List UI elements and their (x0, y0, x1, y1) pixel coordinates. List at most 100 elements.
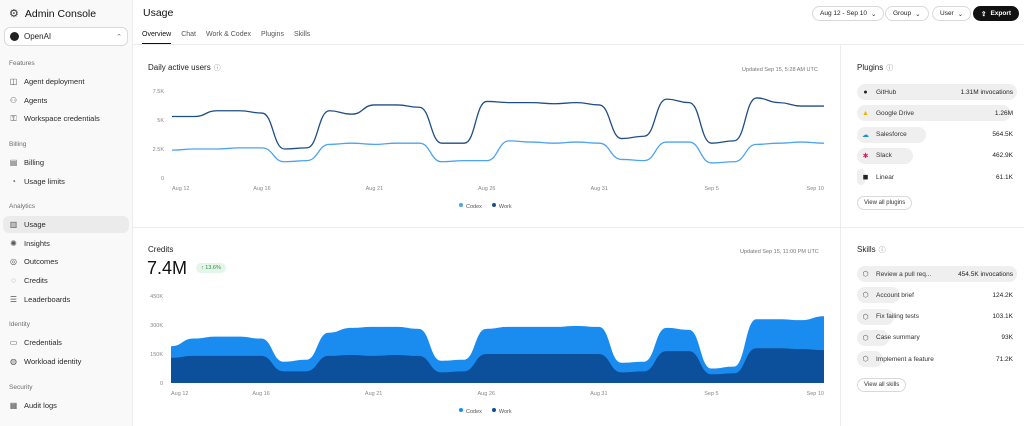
sidebar-item-billing[interactable]: ▤ Billing (3, 154, 129, 171)
robot-icon: ◫ (9, 77, 18, 86)
section-label: Identity (9, 321, 30, 328)
google-drive-icon: ▲ (862, 109, 869, 117)
sidebar-item-label: Workload identity (24, 356, 82, 366)
legend-item-codex: Codex (459, 408, 482, 415)
limit-icon: ◔ (11, 176, 16, 186)
skill-row[interactable]: ⬡ Account brief 124.2K (857, 287, 1017, 304)
agent-icon: ⚇ (9, 95, 18, 105)
sidebar-item-workload-identity[interactable]: ◍ Workload identity (3, 353, 129, 370)
plugins-title: Plugins ⓘ (857, 63, 893, 73)
skills-title-text: Skills (857, 245, 876, 254)
user-button[interactable]: User ⌄ (932, 6, 972, 21)
section-label: Billing (9, 141, 27, 148)
view-all-skills-button[interactable]: View all skills (857, 378, 907, 392)
tab-overview[interactable]: Overview (142, 31, 172, 44)
sidebar-item-usage-limits[interactable]: ◔ Usage limits (3, 173, 129, 190)
plugin-row[interactable]: ✱ Slack 462.9K (857, 147, 1017, 164)
skill-icon: ⬡ (862, 271, 869, 278)
x-tick-label: Aug 12 (171, 391, 188, 397)
gear-icon: ⚙ (9, 8, 19, 20)
divider (133, 227, 1024, 228)
group-button[interactable]: Group ⌄ (885, 6, 929, 21)
row-name: Account brief (876, 291, 914, 299)
tab-plugins[interactable]: Plugins (260, 31, 284, 38)
y-tick-label: 7.5K (153, 89, 165, 95)
sidebar-item-workspace-credentials[interactable]: ⚿ Workspace credentials (3, 110, 129, 127)
row-name: GitHub (876, 88, 897, 96)
skill-icon: ⬡ (862, 313, 869, 321)
x-tick-label: Aug 16 (253, 186, 270, 192)
date-range-button[interactable]: Aug 12 - Sep 10 ⌄ (812, 6, 885, 21)
row-value: 1.31M invocations (960, 88, 1013, 96)
github-icon: ● (863, 88, 868, 96)
row-value: 103.1K (992, 313, 1013, 321)
sidebar-item-usage[interactable]: ▥ Usage (3, 216, 129, 233)
linear-icon: ◼ (862, 174, 869, 182)
sidebar-item-credentials[interactable]: ▭ Credentials (3, 334, 129, 351)
workload-icon: ◍ (10, 356, 17, 366)
tab-bar: Overview Chat Work & Codex Plugins Skills (142, 31, 310, 44)
view-all-plugins-button[interactable]: View all plugins (857, 196, 913, 210)
plugin-row[interactable]: ☁ Salesforce 564.5K (857, 126, 1017, 143)
usage-icon: ▥ (9, 220, 18, 229)
plugin-row[interactable]: ● GitHub 1.31M invocations (857, 84, 1017, 100)
divider (133, 43, 1024, 45)
legend-item-codex: Codex (459, 203, 482, 210)
section-label: Security (9, 384, 33, 391)
row-name: Fix failing tests (876, 313, 919, 321)
info-icon: ⓘ (878, 247, 886, 254)
tab-chat[interactable]: Chat (181, 31, 196, 38)
sidebar-item-label: Billing (24, 158, 45, 167)
audit-icon: ▦ (9, 401, 18, 410)
billing-icon: ▤ (9, 158, 18, 167)
org-name: OpenAI (24, 32, 52, 41)
skill-icon: ⬡ (862, 292, 869, 300)
row-name: Slack (876, 152, 892, 160)
skill-row[interactable]: ⬡ Fix failing tests 103.1K (857, 308, 1017, 325)
list-icon: ☰ (9, 294, 18, 304)
plugin-row[interactable]: ▲ Google Drive 1.26M (857, 105, 1017, 122)
skill-row[interactable]: ⬡ Implement a feature 71.2K (857, 351, 1017, 368)
legend-item-work: Work (491, 203, 512, 210)
y-tick-label: 0 (161, 176, 164, 182)
series-line-codex (171, 140, 825, 164)
y-tick-label: 0 (160, 381, 163, 387)
y-tick-label: 2.5K (153, 147, 165, 153)
row-value: 71.2K (996, 355, 1013, 363)
row-value: 93K (1001, 334, 1013, 342)
series-area-work (171, 348, 824, 383)
sidebar-item-credits[interactable]: ◌ Credits (3, 272, 129, 289)
tab-skills[interactable]: Skills (293, 31, 311, 38)
chevron-updown-icon: ⌃ (116, 33, 122, 41)
sidebar-item-agents[interactable]: ⚇ Agents (3, 92, 129, 109)
export-button[interactable]: ⇪ Export (973, 6, 1020, 21)
sidebar-item-audit-logs[interactable]: ▦ Audit logs (3, 397, 129, 414)
share-bar (857, 105, 1011, 122)
tab-work-codex[interactable]: Work & Codex (205, 31, 251, 38)
info-icon: ⓘ (886, 65, 894, 72)
skill-row[interactable]: ⬡ Case summary 93K (857, 329, 1017, 346)
x-tick-label: Aug 31 (590, 391, 607, 397)
sidebar-item-insights[interactable]: ✺ Insights (3, 235, 129, 252)
sidebar-item-label: Workspace credentials (24, 114, 100, 124)
skill-row[interactable]: ⬡ Review a pull req... 454.5K invocations (857, 266, 1017, 282)
y-tick-label: 300K (150, 323, 163, 329)
x-tick-label: Aug 12 (172, 186, 189, 192)
sidebar-item-agent-deployment[interactable]: ◫ Agent deployment (3, 73, 129, 90)
app-title: Admin Console (24, 7, 97, 20)
row-name: Linear (876, 173, 895, 181)
plugin-row[interactable]: ◼ Linear 61.1K (857, 169, 1017, 186)
sidebar-item-leaderboards[interactable]: ☰ Leaderboards (3, 291, 129, 308)
chevron-down-icon: ⌄ (957, 10, 964, 18)
sidebar-item-outcomes[interactable]: ◎ Outcomes (3, 253, 129, 270)
org-switcher[interactable]: OpenAI ⌃ (4, 27, 128, 46)
sidebar-item-label: Leaderboards (24, 294, 71, 304)
credits-chart: 0 150K 300K 450K Aug 12 Aug 16 Aug 21 Aug 26 Aug… (150, 294, 824, 397)
sidebar-item-label: Outcomes (24, 257, 59, 267)
share-bar (857, 329, 889, 346)
row-value: 61.1K (996, 173, 1013, 181)
openai-logo-icon (10, 32, 19, 41)
divider (840, 44, 841, 426)
legend-item-work: Work (491, 408, 512, 415)
row-value: 454.5K invocations (958, 270, 1013, 278)
